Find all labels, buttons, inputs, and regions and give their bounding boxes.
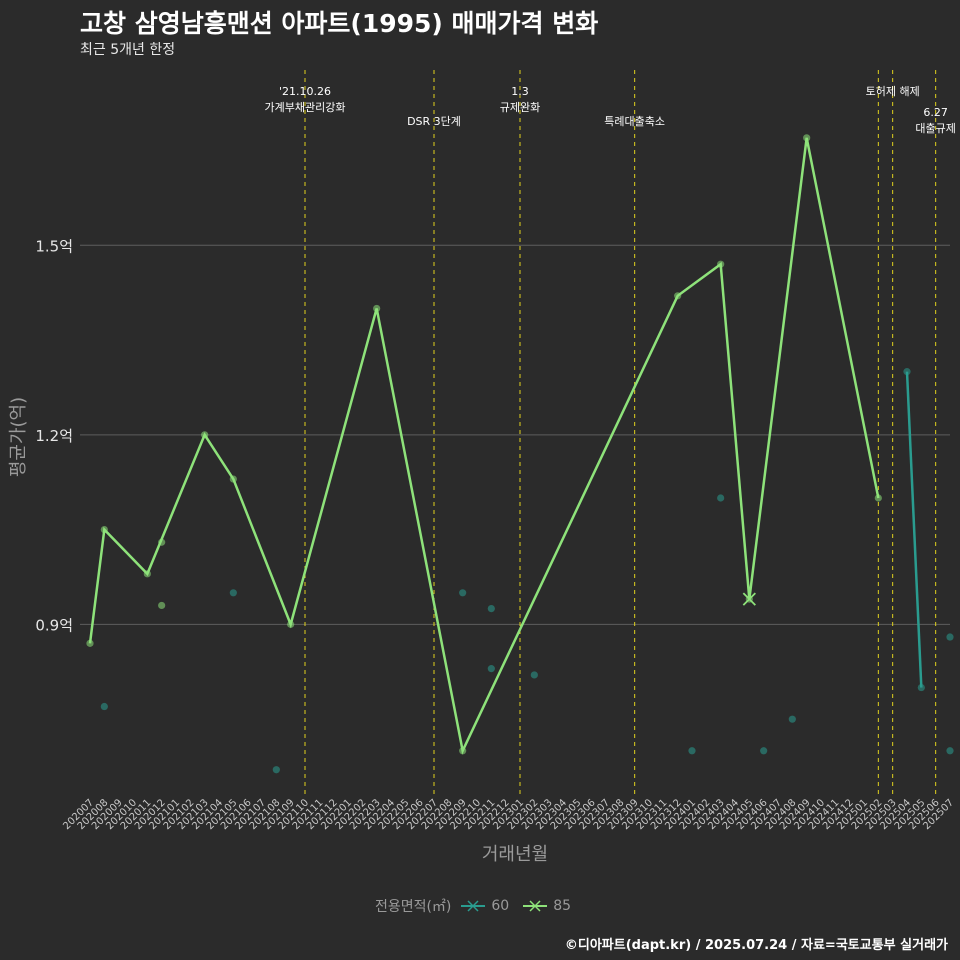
- legend-item-60: 60: [461, 898, 509, 914]
- legend-label-60: 60: [491, 898, 510, 914]
- point-60-7: [688, 747, 696, 755]
- series-line-60: [905, 371, 923, 688]
- y-tick-label-2: 1.5억: [35, 237, 73, 255]
- event-label-202301-1: 규제완화: [500, 101, 540, 114]
- y-axis-title: 평균가(억): [8, 397, 29, 477]
- legend-label-85: 85: [553, 898, 572, 914]
- point-60-6: [530, 671, 538, 679]
- event-label-202503-0: 토허제 해제: [866, 84, 920, 98]
- y-tick-label-0: 0.9억: [35, 616, 73, 634]
- y-tick-label-1: 1.2억: [35, 427, 73, 445]
- point-60-10: [788, 715, 796, 723]
- legend-title: 전용면적(㎡): [374, 899, 452, 915]
- series-layer: [86, 134, 954, 774]
- point-85-14: [874, 494, 882, 502]
- chart-title: 고창 삼영남흥맨션 아파트(1995) 매매가격 변화: [80, 9, 599, 38]
- event-label-202506-1: 대출규제: [915, 122, 955, 135]
- legend-key-85-icon: [523, 900, 548, 912]
- point-60-4: [487, 665, 495, 673]
- cross-mark-85-b: [742, 592, 756, 606]
- series-line-85: [88, 137, 880, 755]
- point-60-0: [100, 702, 108, 711]
- event-label-202207-0: DSR 3단계: [407, 115, 461, 128]
- point-85-4: [158, 601, 166, 610]
- point-60-12: [917, 683, 925, 692]
- point-60-14: [946, 747, 954, 755]
- source-caption: ©디아파트(dapt.kr) / 2025.07.24 / 자료=국토교통부 실…: [564, 938, 948, 953]
- chart-subtitle: 최근 5개년 한정: [80, 42, 176, 58]
- axis-layer: 0.9억1.2억1.5억2020072020082020092020102020…: [35, 237, 956, 832]
- legend-key-60-icon: [461, 900, 486, 912]
- grid-layer: [80, 244, 950, 625]
- event-label-202110-1: 가계부채관리강화: [265, 101, 346, 114]
- point-60-5: [487, 604, 495, 613]
- point-60-1: [229, 589, 237, 597]
- point-60-13: [946, 633, 954, 641]
- event-label-202309-0: 특례대출축소: [604, 115, 665, 128]
- point-60-9: [760, 747, 768, 755]
- event-label-202110-0: '21.10.26: [279, 85, 331, 98]
- event-label-202506-0: 6.27: [923, 106, 948, 119]
- x-axis-title: 거래년월: [482, 844, 548, 865]
- point-60-2: [272, 766, 280, 774]
- event-label-202301-0: 1.3: [511, 85, 529, 98]
- legend: 전용면적(㎡) 60 85: [0, 896, 960, 916]
- point-60-3: [459, 589, 467, 597]
- legend-item-85: 85: [523, 898, 571, 914]
- point-60-8: [717, 494, 725, 502]
